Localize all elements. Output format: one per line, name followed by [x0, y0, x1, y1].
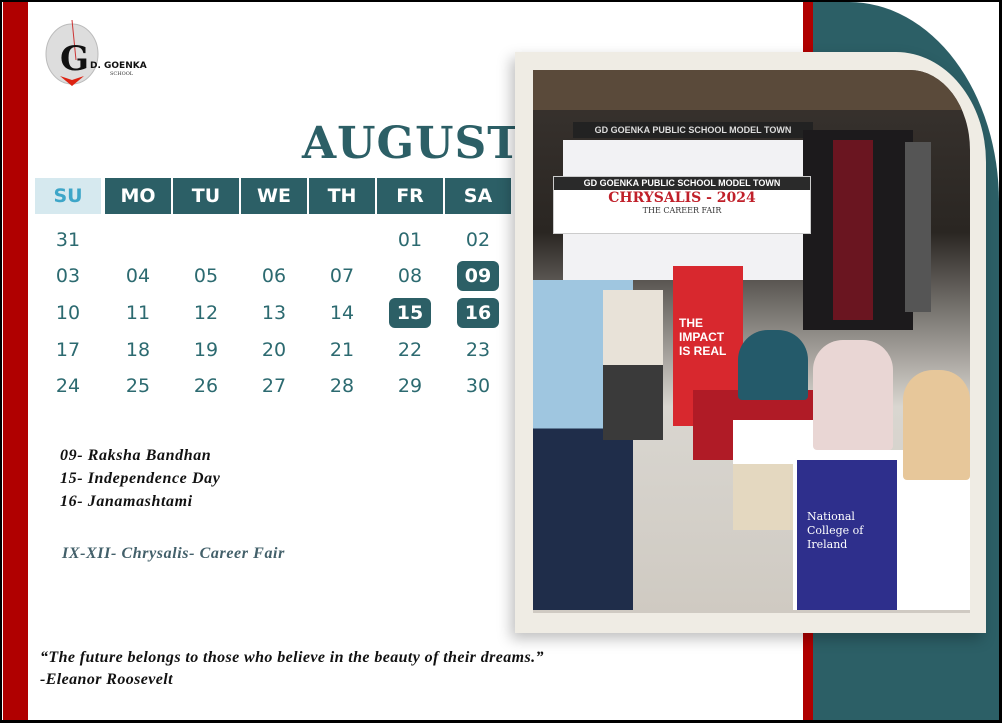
weekday-header-su: SU — [35, 178, 101, 214]
calendar-day: 13 — [261, 302, 287, 324]
calendar-day: 30 — [465, 375, 491, 397]
photo-tablecloth: National College of Ireland — [797, 460, 897, 610]
calendar-day: 08 — [397, 265, 423, 287]
calendar-day: 03 — [55, 265, 81, 287]
weekday-header-fr: FR — [377, 178, 443, 214]
holiday-list: 09- Raksha Bandhan 15- Independence Day … — [60, 444, 220, 513]
left-red-bar — [3, 2, 28, 720]
weekday-header-we: WE — [241, 178, 307, 214]
weekday-header-tu: TU — [173, 178, 239, 214]
calendar-day: 22 — [397, 339, 423, 361]
calendar-day: 10 — [55, 302, 81, 324]
photo-banner: GD GOENKA PUBLIC SCHOOL MODEL TOWN CHRYS… — [553, 176, 811, 234]
calendar-day: 24 — [55, 375, 81, 397]
school-logo: G D. GOENKA SCHOOL — [45, 20, 147, 86]
calendar-day: 20 — [261, 339, 287, 361]
quote-block: “The future belongs to those who believe… — [40, 647, 544, 691]
calendar-day: 31 — [55, 229, 81, 251]
calendar-day: 27 — [261, 375, 287, 397]
career-fair-photo: GD GOENKA PUBLIC SCHOOL MODEL TOWN GD GO… — [533, 70, 970, 613]
holiday-item: 09- Raksha Bandhan — [60, 447, 212, 464]
logo-brand-text: D. GOENKA — [90, 61, 147, 71]
calendar-day: 01 — [397, 229, 423, 251]
svg-text:G: G — [60, 39, 89, 79]
calendar-day: 18 — [125, 339, 151, 361]
calendar-day: 21 — [329, 339, 355, 361]
calendar-day: 11 — [125, 302, 151, 324]
weekday-header-th: TH — [309, 178, 375, 214]
calendar-day: 12 — [193, 302, 219, 324]
calendar-day-highlighted: 16 — [457, 298, 499, 328]
calendar-day: 19 — [193, 339, 219, 361]
calendar-day: 29 — [397, 375, 423, 397]
logo-sub-text: SCHOOL — [110, 71, 134, 77]
calendar-day: 25 — [125, 375, 151, 397]
calendar-day-highlighted: 15 — [389, 298, 431, 328]
quote-author: -Eleanor Roosevelt — [40, 671, 173, 688]
calendar-day: 23 — [465, 339, 491, 361]
weekday-header-sa: SA — [445, 178, 511, 214]
calendar-day: 28 — [329, 375, 355, 397]
calendar-day: 07 — [329, 265, 355, 287]
quote-text: “The future belongs to those who believe… — [40, 649, 544, 666]
month-title: AUGUST — [302, 118, 521, 169]
calendar-day: 02 — [465, 229, 491, 251]
calendar-day: 06 — [261, 265, 287, 287]
calendar-day: 05 — [193, 265, 219, 287]
calendar-day-highlighted: 09 — [457, 261, 499, 291]
photo-banner-top: GD GOENKA PUBLIC SCHOOL MODEL TOWN — [573, 122, 813, 138]
event-note: IX-XII- Chrysalis- Career Fair — [62, 545, 285, 562]
calendar-day: 17 — [55, 339, 81, 361]
calendar-day: 04 — [125, 265, 151, 287]
weekday-header-mo: MO — [105, 178, 171, 214]
calendar-day: 14 — [329, 302, 355, 324]
holiday-item: 16- Janamashtami — [60, 493, 193, 510]
calendar-day: 26 — [193, 375, 219, 397]
holiday-item: 15- Independence Day — [60, 470, 221, 487]
